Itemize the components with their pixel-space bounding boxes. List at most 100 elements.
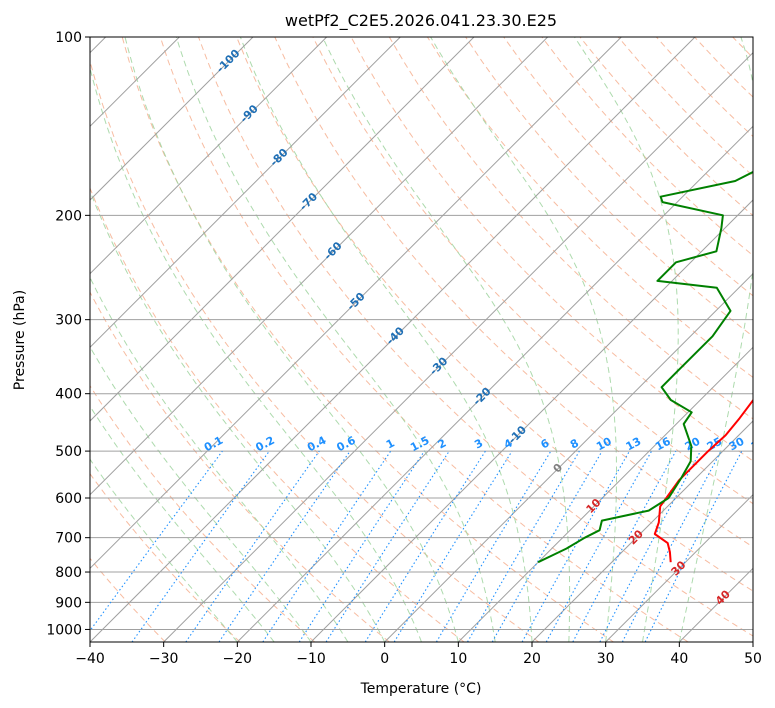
dry-adiabat-line bbox=[694, 37, 753, 98]
dry-adiabat-line bbox=[90, 59, 540, 642]
dry-adiabat-line bbox=[90, 291, 390, 642]
x-axis: −40 −30 −20 −10 0 10 20 30 40 50 bbox=[75, 642, 762, 667]
mixing-ratio-label: 13 bbox=[624, 435, 644, 454]
moist-adiabat-line bbox=[90, 345, 312, 642]
temperature-profile-line bbox=[653, 398, 753, 563]
isotherm-line bbox=[384, 272, 753, 642]
profile-lines bbox=[537, 170, 753, 564]
y-tick-label: 300 bbox=[55, 313, 82, 329]
mixing-ratio-line bbox=[393, 450, 513, 642]
isotherm-line bbox=[90, 37, 622, 570]
mixing-ratio-line bbox=[435, 450, 552, 642]
y-tick-label: 400 bbox=[55, 387, 82, 403]
y-tick-label: 900 bbox=[55, 595, 82, 611]
mixing-ratio-line bbox=[185, 450, 320, 642]
isotherm-line bbox=[752, 641, 753, 642]
dry-adiabat-line bbox=[121, 37, 614, 642]
dry-adiabat-line bbox=[159, 37, 689, 642]
chart-title: wetPf2_C2E5.2026.041.23.30.E25 bbox=[285, 11, 557, 31]
dry-adiabat-line bbox=[541, 37, 753, 257]
mixing-ratio-line bbox=[218, 450, 351, 642]
moist-adiabat-line bbox=[322, 37, 571, 642]
moist-adiabat-line bbox=[90, 458, 238, 642]
dry-adiabat-line bbox=[388, 37, 753, 420]
mixing-ratio-label: 10 bbox=[594, 435, 614, 454]
isotherm-line bbox=[163, 51, 753, 642]
isotherm-line bbox=[90, 37, 475, 422]
isotherm-label: -50 bbox=[344, 290, 367, 313]
moist-adiabat-line bbox=[678, 37, 753, 642]
dry-adiabat-line bbox=[90, 384, 316, 642]
dry-adiabat-line bbox=[90, 186, 465, 642]
isotherm-line bbox=[90, 37, 328, 275]
mixing-ratio-line bbox=[599, 450, 701, 642]
dewpoint-profile-line bbox=[537, 170, 753, 564]
isotherm-line bbox=[605, 493, 753, 642]
x-tick-label: 30 bbox=[597, 651, 615, 667]
mixing-ratio-line bbox=[521, 450, 630, 642]
background-lines bbox=[90, 37, 775, 642]
dry-adiabat-line bbox=[236, 37, 753, 592]
mixing-ratio-line bbox=[545, 450, 653, 642]
mixing-ratio-line bbox=[90, 450, 223, 632]
isotherm-label: -80 bbox=[267, 146, 290, 169]
moist-adiabat-line bbox=[90, 276, 349, 642]
x-tick-label: −30 bbox=[149, 651, 179, 667]
plot-frame bbox=[89, 36, 754, 643]
moist-adiabat-line bbox=[574, 37, 679, 642]
isotherm-line bbox=[90, 37, 549, 496]
dry-adiabat-line bbox=[90, 472, 241, 642]
isotherm-line bbox=[90, 37, 401, 349]
x-tick-label: −20 bbox=[223, 651, 253, 667]
mixing-ratio-label: 20 bbox=[683, 435, 703, 454]
mixing-ratio-label: 3 bbox=[472, 436, 485, 451]
dry-adiabat-line bbox=[465, 37, 753, 338]
mixing-ratio-line bbox=[325, 450, 450, 642]
isotherm-line bbox=[310, 199, 753, 642]
x-tick-label: 10 bbox=[449, 651, 467, 667]
line-labels: 0.1 0.2 0.4 0.6 1 1.5 2 3 4 6 8 10 13 16 20 25 30 36-100-… bbox=[202, 47, 769, 608]
mixing-ratio-label: 2 bbox=[436, 436, 449, 451]
y-axis: 100 200 300 400 500 600 700 800 900 1000 bbox=[46, 30, 90, 638]
moist-adiabat-line bbox=[90, 65, 422, 642]
x-tick-label: −40 bbox=[75, 651, 105, 667]
y-tick-label: 200 bbox=[55, 208, 82, 224]
mixing-ratio-line bbox=[644, 450, 743, 642]
moist-adiabat-line bbox=[239, 37, 533, 642]
moist-adiabat-line bbox=[90, 189, 386, 642]
x-tick-label: −10 bbox=[296, 651, 326, 667]
y-tick-label: 1000 bbox=[46, 622, 82, 638]
moist-adiabat-line bbox=[430, 37, 617, 642]
isotherm-label: -20 bbox=[470, 385, 493, 408]
moist-adiabat-line bbox=[90, 405, 275, 642]
isotherm-label: 10 bbox=[584, 496, 604, 516]
mixing-ratio-line bbox=[131, 450, 270, 642]
y-tick-label: 700 bbox=[55, 531, 82, 547]
mixing-ratio-line bbox=[621, 450, 722, 642]
dry-adiabat-line bbox=[426, 37, 753, 378]
y-tick-label: 600 bbox=[55, 491, 82, 507]
mixing-ratio-label: 8 bbox=[568, 436, 581, 451]
dry-adiabat-line bbox=[274, 37, 753, 548]
mixing-ratio-line bbox=[572, 450, 677, 642]
mixing-ratio-label: 1 bbox=[384, 436, 397, 451]
isotherm-line bbox=[236, 125, 753, 642]
mixing-ratio-line bbox=[364, 450, 486, 642]
dry-adiabat-line bbox=[350, 37, 753, 462]
dry-adiabat-line bbox=[503, 37, 753, 297]
dry-adiabat-line bbox=[771, 37, 775, 642]
x-tick-label: 50 bbox=[744, 651, 762, 667]
isotherm-line bbox=[90, 37, 696, 642]
x-tick-label: 40 bbox=[670, 651, 688, 667]
y-axis-label: Pressure (hPa) bbox=[12, 290, 28, 390]
y-tick-label: 500 bbox=[55, 444, 82, 460]
y-tick-label: 800 bbox=[55, 565, 82, 581]
mixing-ratio-label: 36 bbox=[749, 435, 769, 454]
y-tick-label: 100 bbox=[55, 30, 82, 46]
x-tick-label: 20 bbox=[523, 651, 541, 667]
mixing-ratio-label: 30 bbox=[727, 435, 747, 454]
mixing-ratio-label: 16 bbox=[653, 435, 673, 454]
dry-adiabat-line bbox=[732, 37, 753, 59]
x-axis-label: Temperature (°C) bbox=[360, 681, 482, 697]
